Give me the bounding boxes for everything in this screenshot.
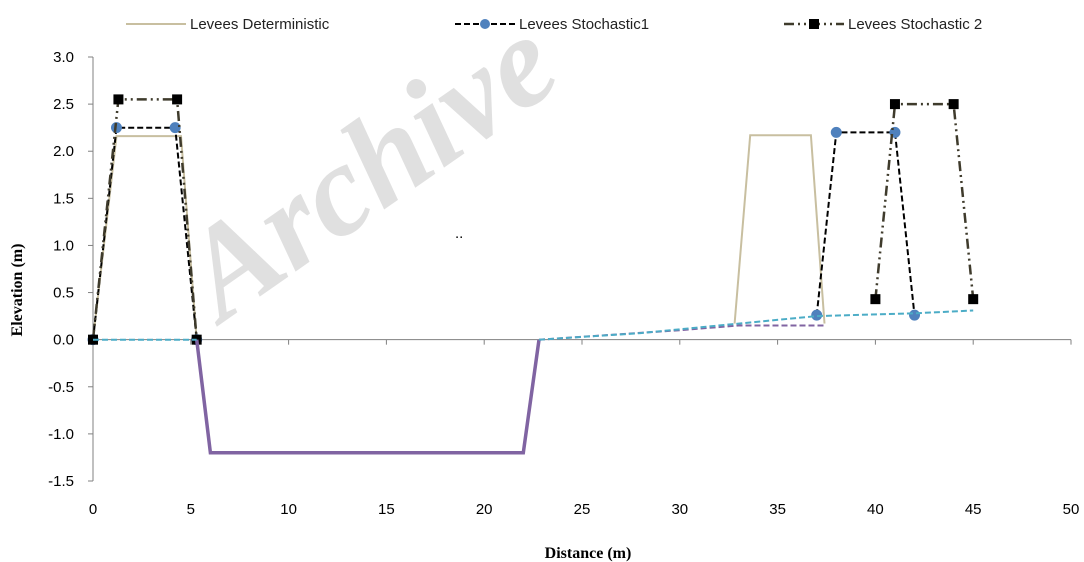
y-tick-label: -0.5 [48,379,74,396]
legend-label: Levees Stochastic 2 [848,16,982,33]
x-tick-label: 50 [1063,501,1080,518]
data-point-square [968,294,979,305]
data-point-square [172,94,183,105]
data-point-circle [909,309,921,321]
series-group [87,94,979,455]
data-point-square [113,94,124,105]
y-tick-label: 2.5 [53,96,74,113]
y-axis-title: Elevation (m) [9,244,26,337]
x-tick-label: 0 [89,501,97,518]
axes: 3.0 2.5 2.0 1.5 1.0 0.5 0.0 -0.5 -1.0 -1.5 0 5 10 15 2… [48,49,1079,518]
series-line [733,134,826,324]
x-tick-label: 35 [769,501,786,518]
legend-marker-circle [480,19,490,29]
series-line [815,131,916,316]
y-tick-label: -1.0 [48,426,74,443]
y-tick-label: 0.5 [53,285,74,302]
series-line [874,102,975,300]
legend: Levees Deterministic Levees Stochastic1 Le… [126,16,982,33]
series-line [91,98,198,340]
x-tick-label: 40 [867,501,884,518]
x-tick-label: 10 [280,501,297,518]
data-point-square [889,99,900,110]
y-tick-label: 1.5 [53,190,74,207]
x-tick-label: 25 [574,501,591,518]
series-line [92,126,198,340]
annotation: .. [455,225,463,242]
y-tick-label: 0.0 [53,332,74,349]
x-tick-label: 15 [378,501,395,518]
y-tick-label: -1.5 [48,473,74,490]
x-axis-title: Distance (m) [545,545,632,562]
y-tick-label: 2.0 [53,143,74,160]
data-point-square [870,294,881,305]
legend-label: Levees Stochastic1 [519,16,649,33]
y-tick-label: 3.0 [53,49,74,66]
series-line [194,339,541,455]
y-tick-label: 1.0 [53,237,74,254]
x-tick-label: 45 [965,501,982,518]
series-line [538,324,825,341]
legend-label: Levees Deterministic [190,16,330,33]
data-point-circle [169,122,181,134]
x-tick-label: 30 [671,501,688,518]
series-line [538,309,974,341]
watermark: Archive [151,0,582,351]
x-tick-label: 20 [476,501,493,518]
x-tick-label: 5 [187,501,195,518]
data-point-square [948,99,959,110]
data-point-circle [830,126,842,138]
legend-marker-square [809,19,819,29]
